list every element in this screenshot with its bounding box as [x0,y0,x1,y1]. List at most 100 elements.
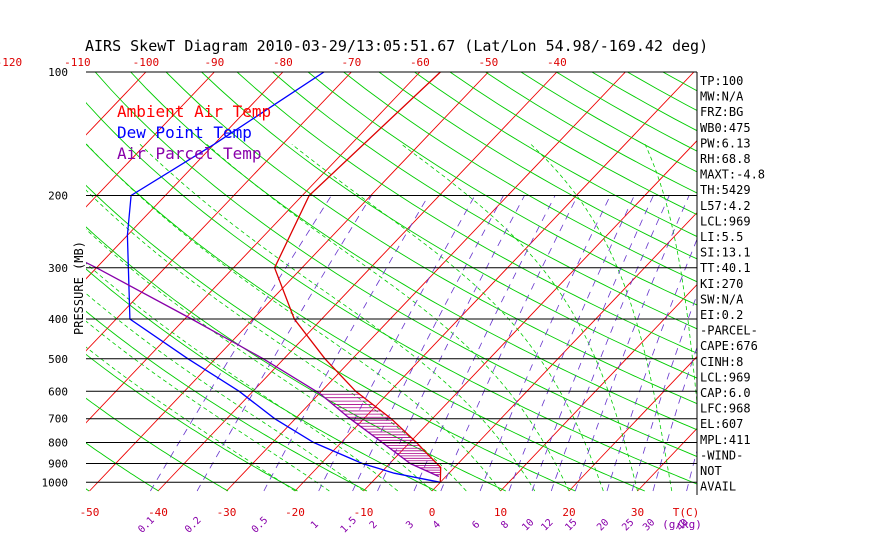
dry-adiabat-line [86,184,576,492]
moist-adiabat-line [86,228,433,492]
isotherm-line [363,140,697,492]
dry-adiabat-line [86,268,437,492]
parameter-item: CAPE:676 [700,339,758,353]
parameter-item: EI:0.2 [700,308,743,322]
isobar-lines [86,71,698,495]
parameter-item: AVAIL [700,480,736,494]
bottom-temp-tick-label: -40 [148,506,168,519]
dry-adiabat-line [130,72,697,431]
parameter-item: L57:4.2 [700,199,751,213]
dry-adiabat-line [86,397,229,492]
mixing-ratio-line [686,449,697,492]
temp-unit-label: T(C) [673,506,700,519]
parameter-item: SI:13.1 [700,246,751,260]
dry-adiabat-line [86,143,645,492]
bottom-temp-tick-label: -50 [80,506,100,519]
mixing-ratio-tick-label: 15 [563,517,579,533]
dry-adiabat-line [307,72,697,306]
chart-title: AIRS SkewT Diagram 2010-03-29/13:05:51.6… [85,37,708,55]
mixing-ratio-line [550,195,670,492]
legend-item-label: Dew Point Temp [117,123,252,142]
dry-adiabat-line [86,226,506,492]
parameter-item: KI:270 [700,277,743,291]
legend: Ambient Air Temp Dew Point Temp Air Parcel… [117,102,271,163]
mixing-ratio-line [479,195,611,492]
pressure-tick-label: 400 [48,313,68,326]
y-axis-label: PRESSURE (MB) [72,241,86,335]
isotherm-line [86,72,352,352]
isotherm-line [0,72,9,491]
isotherm-line [775,72,870,491]
mixing-ratio-tick-label: 3 [404,519,416,531]
parameter-item: TT:40.1 [700,261,751,275]
parameter-item: PW:6.13 [700,136,751,150]
isotherm-line [226,72,626,492]
parameter-item: SW:N/A [700,292,744,306]
dry-adiabat-line [840,72,870,491]
top-temp-tick-label: -40 [547,56,567,69]
bottom-temp-tick-label: -20 [285,506,305,519]
mixing-ratio-tick-label: 4 [431,519,443,531]
bottom-temp-tick-label: 0 [429,506,436,519]
parameter-item: CAP:6.0 [700,386,751,400]
dry-adiabat-line [627,72,697,112]
top-temp-tick-label: -100 [133,56,160,69]
dry-adiabat-line [0,72,20,491]
mixing-ratio-tick-label: 1 [309,519,321,531]
isotherm-line [500,283,697,492]
bottom-temp-tick-label: -30 [217,506,237,519]
pressure-tick-label: 500 [48,353,68,366]
parameter-item: MPL:411 [700,433,751,447]
dry-adiabat-line [343,72,697,283]
dry-adiabat-line [449,72,697,216]
isotherm-line [86,72,421,424]
bottom-temp-tick-label: -10 [354,506,374,519]
dry-adiabat-line [485,72,697,194]
top-temp-tick-label: -80 [273,56,293,69]
parameter-item: CINH:8 [700,355,743,369]
isotherm-line [0,72,77,491]
isotherm-line [86,72,215,208]
parameter-item: MAXT:-4.8 [700,168,765,182]
mixing-ratio-line [531,195,654,492]
pressure-tick-label: 600 [48,385,68,398]
mixing-ratio-tick-label: 6 [470,519,482,531]
top-temp-tick-label: -60 [410,56,430,69]
dry-adiabat-line [769,72,870,491]
bottom-temp-tick-label: 20 [562,506,575,519]
parameter-item: LCL:969 [700,370,751,384]
pressure-tick-label: 100 [48,66,68,79]
parameter-item: RH:68.8 [700,152,751,166]
mixing-ratio-tick-label: 2 [368,519,380,531]
parameter-item: TP:100 [700,74,743,88]
mixing-ratio-tick-label: 0.5 [250,515,271,536]
mixing-unit-label: (g/kg) [662,518,702,531]
pressure-tick-label: 1000 [42,476,69,489]
isotherm-line [294,72,695,492]
ambient-temp-line [273,72,442,483]
mixing-ratio-line [377,195,525,492]
parameter-item: LI:5.5 [700,230,743,244]
isotherm-line [86,72,284,280]
pressure-tick-label: 300 [48,262,68,275]
mixing-ratio-line [606,238,697,492]
bottom-temp-tick-label: 30 [631,506,644,519]
pressure-tick-label: 700 [48,413,68,426]
bottom-temp-tick-label: 10 [494,506,507,519]
dry-adiabat-line [86,102,697,485]
dry-adiabat-line [378,72,697,260]
mixing-ratio-tick-label: 25 [620,517,636,533]
isotherm-line [157,72,558,492]
pressure-tick-label: 900 [48,458,68,471]
legend-item-label: Ambient Air Temp [117,102,271,121]
mixing-ratio-line [508,195,635,492]
dry-adiabat-line [201,72,697,379]
mixing-ratio-line [440,195,578,492]
dry-adiabat-line [86,353,298,492]
mixing-ratio-line [150,195,332,492]
moist-adiabat-line [774,144,790,491]
dry-adiabat-line [236,72,697,354]
parameter-item: LFC:968 [700,402,751,416]
pressure-tick-label: 200 [48,190,68,203]
mixing-ratio-tick-label: 30 [641,517,657,533]
